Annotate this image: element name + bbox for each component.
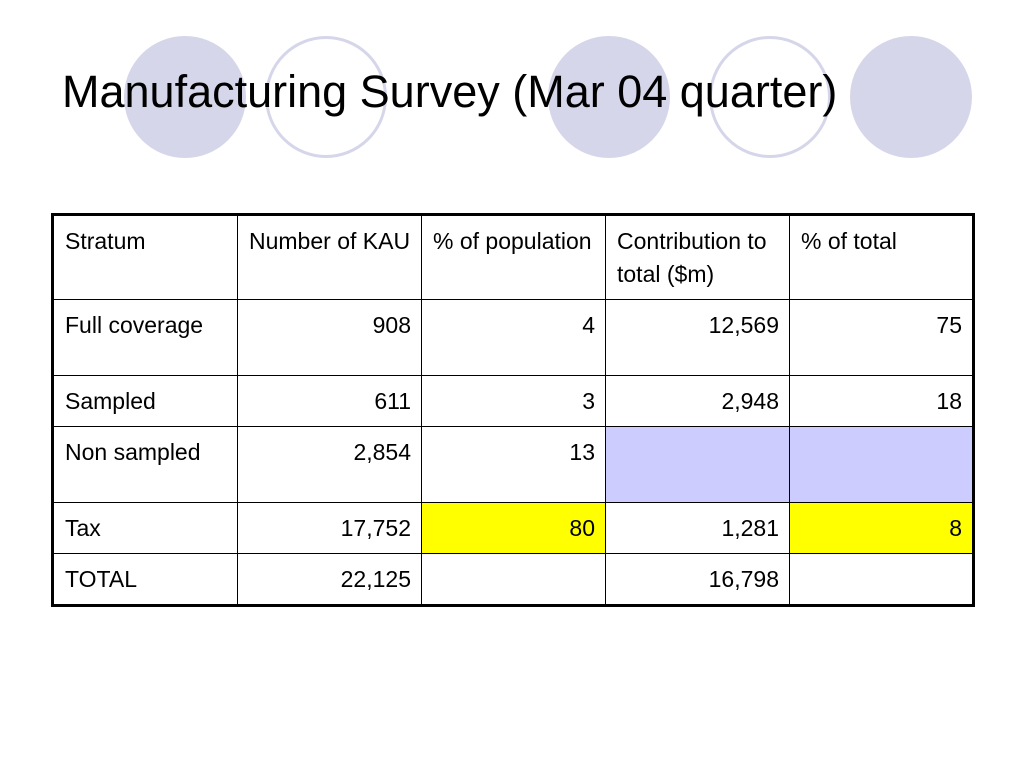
table-header-row: Stratum Number of KAU % of population Co… — [52, 214, 974, 300]
table-cell: 17,752 — [237, 502, 422, 554]
highlighted-cell: 80 — [421, 502, 606, 554]
stratum-cell: Tax — [52, 502, 238, 554]
stratum-cell: Sampled — [52, 375, 238, 427]
table-cell: 908 — [237, 299, 422, 376]
decor-circle-ring — [709, 36, 831, 158]
stratum-cell: Full coverage — [52, 299, 238, 376]
header-cell: Contribution to total ($m) — [605, 214, 790, 300]
table-cell: 12,569 — [605, 299, 790, 376]
stratum-cell: TOTAL — [52, 553, 238, 606]
table-cell: 4 — [421, 299, 606, 376]
decor-circle-filled — [850, 36, 972, 158]
header-cell: % of total — [789, 214, 974, 300]
table-cell: 611 — [237, 375, 422, 427]
decor-circle-filled — [548, 36, 670, 158]
decor-circle-filled — [124, 36, 246, 158]
header-cell: % of population — [421, 214, 606, 300]
table-cell: 2,854 — [237, 426, 422, 503]
table-cell: 2,948 — [605, 375, 790, 427]
table-row: TOTAL 22,125 16,798 — [52, 553, 974, 606]
survey-table: Stratum Number of KAU % of population Co… — [51, 213, 975, 607]
table-row: Sampled 611 3 2,948 18 — [52, 375, 974, 427]
table-cell — [421, 553, 606, 606]
header-cell: Number of KAU — [237, 214, 422, 300]
highlighted-cell — [605, 426, 790, 503]
table-cell: 18 — [789, 375, 974, 427]
table-row: Full coverage 908 4 12,569 75 — [52, 299, 974, 376]
table-cell: 13 — [421, 426, 606, 503]
highlighted-cell — [789, 426, 974, 503]
table-cell: 3 — [421, 375, 606, 427]
table-cell: 22,125 — [237, 553, 422, 606]
header-cell: Stratum — [52, 214, 238, 300]
table-cell: 1,281 — [605, 502, 790, 554]
table-cell: 75 — [789, 299, 974, 376]
table-cell — [789, 553, 974, 606]
slide-title: Manufacturing Survey (Mar 04 quarter) — [62, 66, 838, 117]
highlighted-cell: 8 — [789, 502, 974, 554]
table-cell: 16,798 — [605, 553, 790, 606]
table-row: Tax 17,752 80 1,281 8 — [52, 502, 974, 554]
table-row: Non sampled 2,854 13 — [52, 426, 974, 503]
decor-circle-ring — [265, 36, 387, 158]
stratum-cell: Non sampled — [52, 426, 238, 503]
